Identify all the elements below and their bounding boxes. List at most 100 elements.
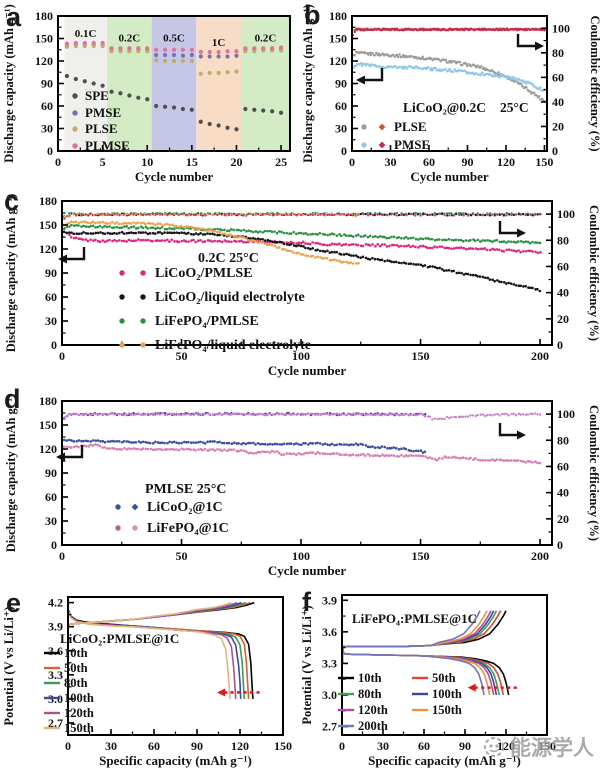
panel-letter-b: b: [304, 0, 321, 30]
axis-ticks: [351, 15, 547, 152]
series-PMSE-capacity: [352, 61, 546, 92]
panel-letter-f: f: [302, 587, 311, 617]
right-axis-arrow-icon: [498, 423, 518, 437]
series-PLSE: [64, 43, 284, 76]
y-tick-label: 3.9: [48, 620, 63, 634]
y-axis-label: Potential (V vs Li/Li⁺): [300, 605, 314, 724]
x-tick-label: 0: [59, 349, 65, 363]
y-tick-label: 3.3: [48, 668, 63, 682]
y-tick-label: 30: [41, 122, 53, 136]
y-tick-label: 30: [45, 314, 57, 328]
legend-label: 150th: [64, 721, 94, 735]
annotation-text: LiCoO₂:PMLSE@1C: [60, 631, 179, 646]
x-tick-label: 100: [292, 549, 310, 563]
x-tick-label: 5: [100, 155, 106, 169]
y-tick-label: 180: [329, 9, 347, 23]
panel-d: d 0 50 100 150 200 0 30 60 90 120 150 180 0 20 40 60 80 10…: [0, 385, 600, 585]
legend-item: LiCoO₂/PMLSE: [119, 266, 253, 281]
legend-item: LiFePO₄/PMLSE: [119, 314, 259, 329]
axis-ticks: [67, 601, 284, 735]
y-tick-label: 120: [39, 242, 57, 256]
legend-label: PLSE: [394, 119, 427, 134]
legend-item: 100th: [44, 691, 94, 705]
y-tick-label: 90: [45, 466, 57, 480]
x-tick-label: 30: [384, 155, 396, 169]
panel-letter-e: e: [6, 588, 22, 618]
legend-label: 50th: [64, 661, 88, 675]
y-tick-label: 3.0: [322, 688, 337, 702]
x-tick-label: 90: [191, 739, 203, 753]
panel-letter-a: a: [6, 2, 22, 32]
rate-band-label: 0.2C: [119, 33, 141, 45]
x-tick-label: 0: [339, 739, 345, 753]
x-axis-label: Specific capacity (mAh g⁻¹): [99, 753, 252, 768]
y-tick-label: 150: [35, 32, 53, 46]
y-tick-label: 3.9: [322, 593, 337, 607]
legend-item: 80th: [44, 676, 88, 690]
y2-tick-label: 60: [557, 259, 569, 273]
x-tick-label: 10: [141, 155, 153, 169]
legend-label: PMSE: [394, 137, 430, 152]
legend-item: 80th: [338, 687, 382, 701]
y-tick-label: 90: [45, 266, 57, 280]
legend-item: 150th: [44, 721, 94, 735]
x-tick-label: 15: [186, 155, 198, 169]
y2-tick-label: 100: [557, 207, 575, 221]
x-tick-label: 30: [105, 739, 117, 753]
y2-tick-label: 0: [557, 538, 563, 552]
series-LiFePO4-liquid-efficiency: [63, 212, 360, 219]
y2-tick-label: 60: [552, 70, 564, 84]
legend-label: SPE: [85, 88, 109, 103]
y-axis-label: Discharge capacity (mAh g⁻¹): [4, 194, 18, 353]
x-axis-label: Cycle number: [268, 363, 347, 378]
y-tick-label: 0: [341, 144, 347, 158]
panel-b: b 0 30 60 90 120 150 0 30 60 90 120 150 180 0 20 40 60 80 1…: [300, 0, 600, 185]
legend-item: 120th: [338, 703, 388, 717]
x-tick-label: 150: [538, 739, 556, 753]
chart-d: 0 50 100 150 200 0 30 60 90 120 150 180 0 20 40 60 80 100…: [4, 394, 600, 578]
chart-e: 03060901201502.73.03.33.63.94.2Specific …: [2, 596, 292, 768]
plot-frame: [61, 400, 553, 546]
x-axis-label: Cycle number: [268, 563, 347, 578]
series-LiCoO2-liquid-capacity: [62, 230, 542, 293]
x-tick-label: 90: [461, 155, 473, 169]
y2-tick-label: 0: [552, 144, 558, 158]
legend-label: PLSE: [85, 121, 118, 136]
legend-label: 80th: [358, 687, 382, 701]
series-LiFePO4-1C-capacity: [62, 443, 542, 465]
y-axis-label: Discharge capacity (mAh g⁻¹): [2, 4, 16, 163]
legend-label: 100th: [432, 687, 462, 701]
y-tick-label: 180: [39, 394, 57, 408]
legend-item: 10th: [44, 646, 88, 660]
y2-tick-label: 20: [557, 312, 569, 326]
x-tick-label: 0: [349, 155, 355, 169]
legend-label: 10th: [358, 671, 382, 685]
annotation-text: PMLSE 25°C: [145, 482, 226, 497]
y2-tick-label: 0: [557, 338, 563, 352]
y2-tick-label: 80: [557, 233, 569, 247]
x-tick-label: 100: [292, 349, 310, 363]
y-tick-label: 60: [41, 99, 53, 113]
legend-item: 120th: [44, 706, 94, 720]
series-PLMSE: [64, 40, 284, 55]
annotation-text: 0.2C 25°C: [198, 251, 259, 266]
series-SPE: [64, 73, 284, 132]
x-tick-label: 0: [55, 155, 61, 169]
y2-axis-label: Coulombic efficiency (%): [587, 205, 600, 341]
series-200th-charge: [341, 610, 481, 664]
y2-tick-label: 80: [552, 46, 564, 60]
series-200th-discharge: [341, 646, 485, 696]
annotation-text: LiFePO₄:PMLSE@1C: [352, 611, 477, 626]
legend-label: 100th: [64, 691, 94, 705]
axis-ticks: [57, 15, 282, 152]
legend-item: PLMSE: [72, 138, 130, 153]
y-tick-label: 30: [45, 514, 57, 528]
y2-tick-label: 40: [552, 95, 564, 109]
axis-ticks: [61, 200, 552, 346]
rate-band: [107, 16, 152, 151]
x-tick-label: 150: [412, 349, 430, 363]
y2-tick-label: 40: [557, 286, 569, 300]
y-tick-label: 0: [51, 538, 57, 552]
legend-label: 120th: [64, 706, 94, 720]
left-axis-arrow-icon: [66, 247, 86, 261]
